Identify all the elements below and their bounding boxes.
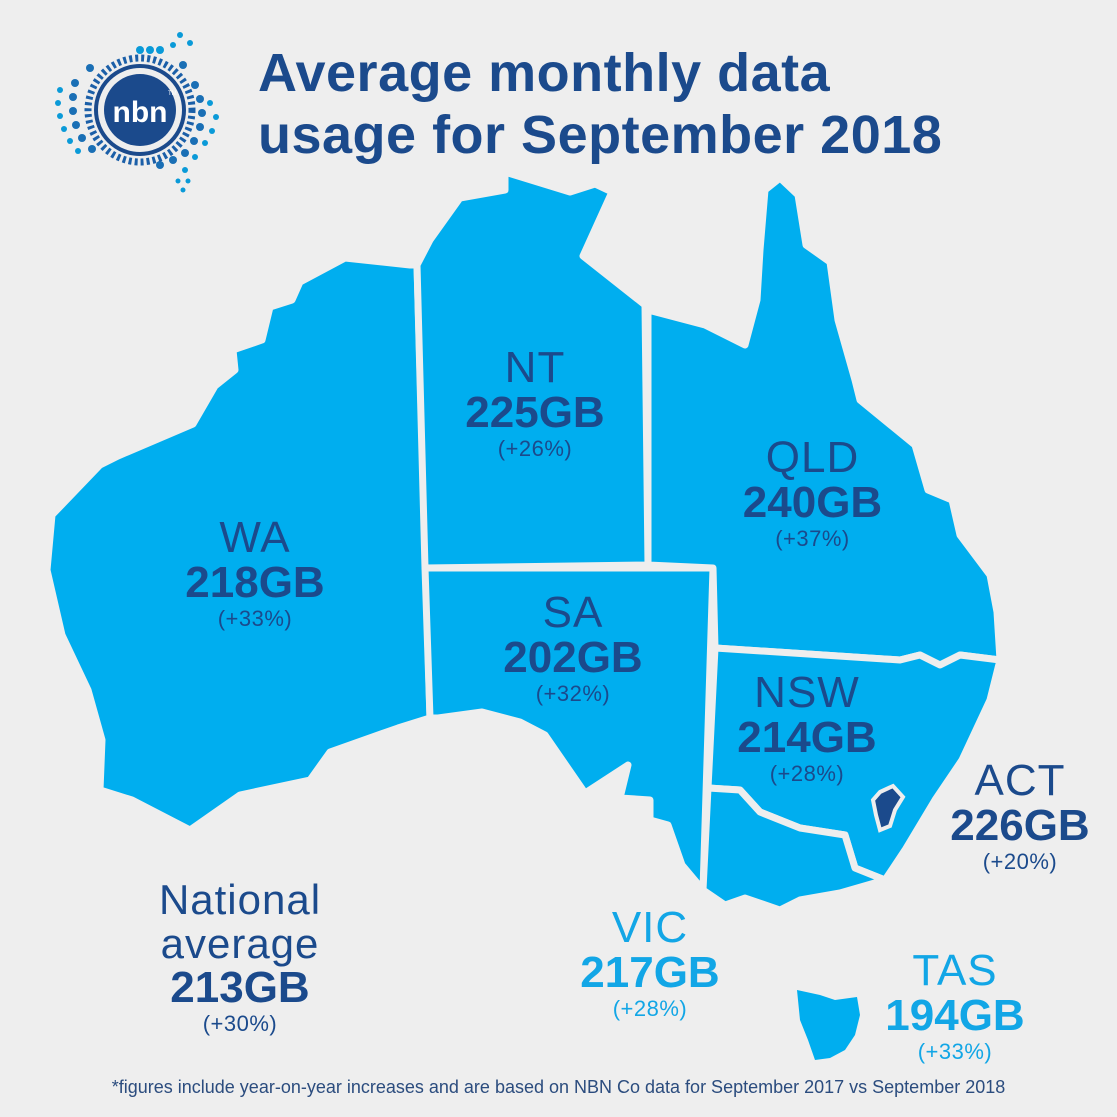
label-nt: NT 225GB (+26%) <box>440 345 630 463</box>
state-name: ACT <box>974 756 1066 805</box>
label-qld: QLD 240GB (+37%) <box>715 435 910 553</box>
nbn-logo: nbn TM <box>40 25 240 200</box>
region-wa <box>43 254 434 834</box>
change-value: (+26%) <box>497 436 573 461</box>
state-name: SA <box>542 588 604 637</box>
national-change: (+30%) <box>202 1011 278 1036</box>
state-name: QLD <box>765 433 860 482</box>
svg-text:TM: TM <box>168 91 177 97</box>
label-sa: SA 202GB (+32%) <box>478 590 668 708</box>
national-line-1: National <box>158 876 322 923</box>
national-line-2: average <box>160 920 320 967</box>
national-usage: 213GB <box>170 963 310 1012</box>
national-average: National average 213GB (+30%) <box>120 878 360 1038</box>
state-name: TAS <box>912 946 998 995</box>
region-tas <box>797 990 860 1060</box>
usage-value: 202GB <box>503 633 643 682</box>
page-title: Average monthly data usage for September… <box>258 42 942 166</box>
region-sa <box>421 564 717 894</box>
usage-value: 214GB <box>737 713 877 762</box>
state-name: VIC <box>611 903 689 952</box>
label-vic: VIC 217GB (+28%) <box>555 905 745 1023</box>
change-value: (+37%) <box>775 526 850 551</box>
usage-value: 217GB <box>580 948 720 997</box>
label-tas: TAS 194GB (+33%) <box>860 948 1050 1066</box>
label-wa: WA 218GB (+33%) <box>160 515 350 633</box>
label-nsw: NSW 214GB (+28%) <box>712 670 902 788</box>
usage-value: 218GB <box>185 558 325 607</box>
usage-value: 225GB <box>465 388 605 437</box>
title-line-1: Average monthly data <box>258 43 831 103</box>
change-value: (+28%) <box>612 996 688 1021</box>
region-act <box>870 783 906 833</box>
change-value: (+33%) <box>217 606 293 631</box>
state-name: NT <box>504 343 566 392</box>
usage-value: 226GB <box>950 801 1090 850</box>
state-name: NSW <box>754 668 860 717</box>
change-value: (+32%) <box>535 681 611 706</box>
region-vic <box>699 784 889 914</box>
nbn-dots-icon: nbn TM <box>55 32 219 193</box>
change-value: (+20%) <box>982 849 1058 874</box>
usage-value: 194GB <box>885 991 1025 1040</box>
label-act: ACT 226GB (+20%) <box>925 758 1115 876</box>
title-line-2: usage for September 2018 <box>258 105 943 165</box>
state-name: WA <box>219 513 291 562</box>
change-value: (+28%) <box>769 761 845 786</box>
footnote: *figures include year-on-year increases … <box>111 1077 1006 1097</box>
usage-value: 240GB <box>742 478 883 527</box>
change-value: (+33%) <box>917 1039 993 1064</box>
logo-text: nbn <box>113 96 168 129</box>
